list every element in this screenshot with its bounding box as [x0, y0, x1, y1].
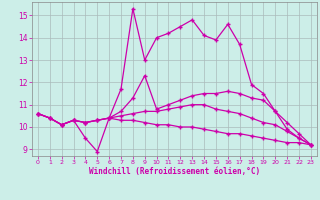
X-axis label: Windchill (Refroidissement éolien,°C): Windchill (Refroidissement éolien,°C)	[89, 167, 260, 176]
